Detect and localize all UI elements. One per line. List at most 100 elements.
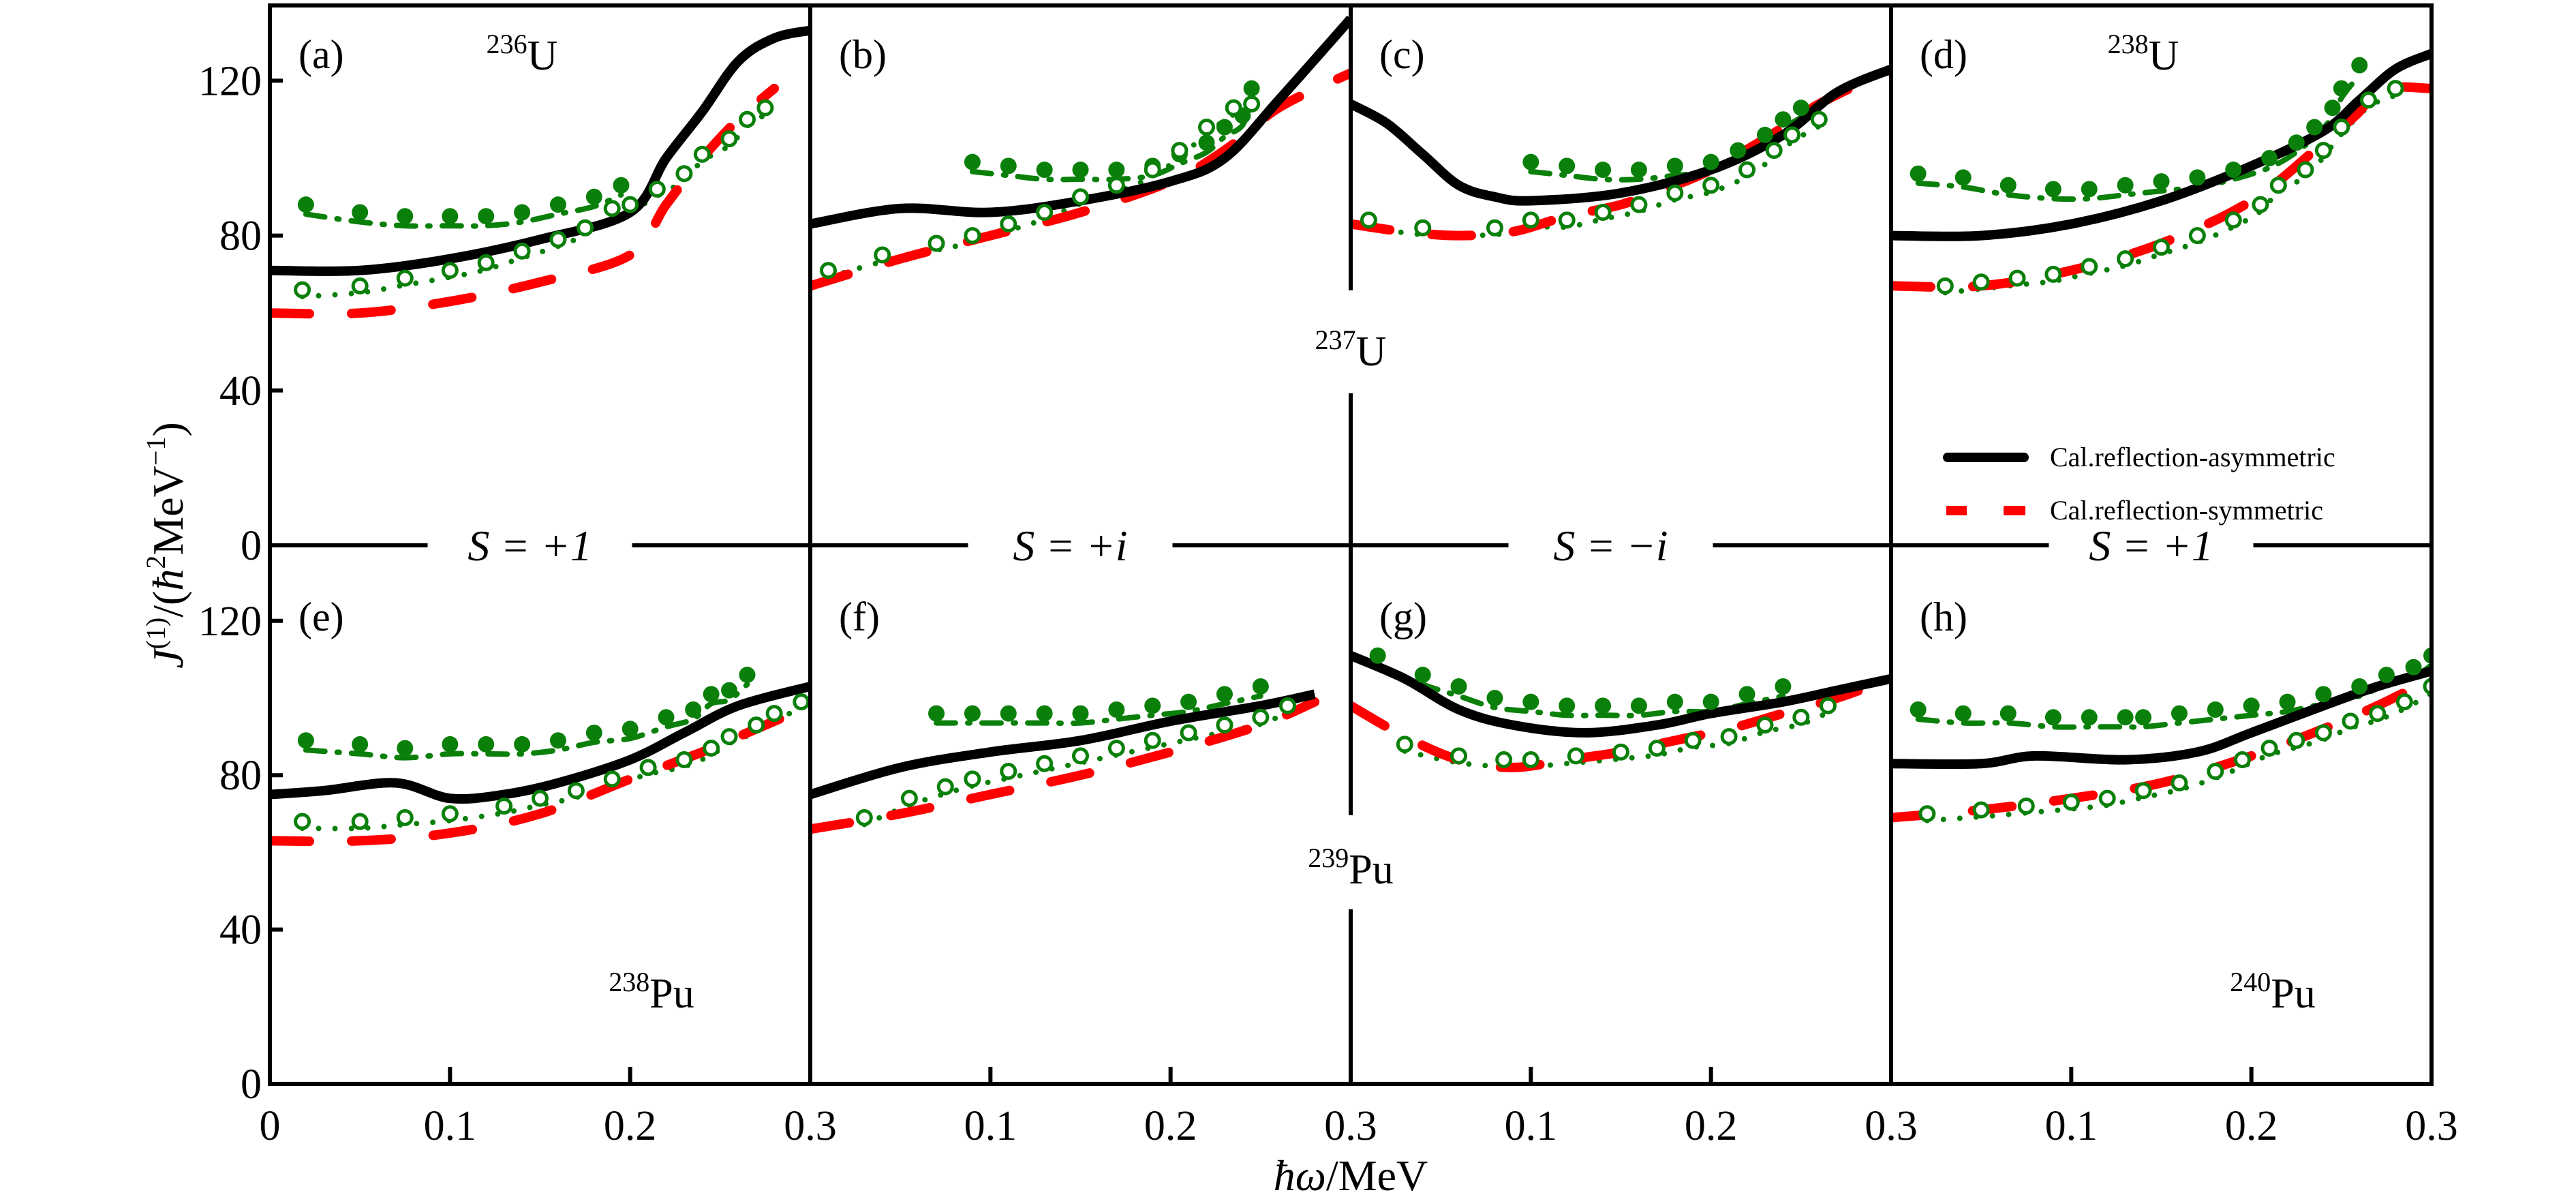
exp-open-point bbox=[513, 242, 531, 260]
nuclide-label: 238Pu bbox=[609, 967, 694, 1017]
exp-open-point bbox=[1450, 747, 1468, 765]
exp-filled-point bbox=[1775, 111, 1792, 128]
nuclide-symbol: U bbox=[2149, 33, 2179, 79]
x-axis-title-unit: /MeV bbox=[1326, 1151, 1428, 1197]
exp-open-point bbox=[639, 759, 657, 776]
exp-open-point bbox=[351, 277, 369, 294]
exp-open-point bbox=[1036, 755, 1054, 772]
exp-filled-point bbox=[1414, 667, 1431, 684]
exp-open-point bbox=[1684, 731, 1702, 749]
exp-filled-point bbox=[2279, 693, 2296, 710]
exp-filled-point bbox=[1595, 162, 1612, 179]
exp-filled-point bbox=[1369, 647, 1386, 664]
exp-open-point bbox=[1486, 219, 1503, 237]
exp-open-point bbox=[1558, 211, 1576, 229]
x-axis-title: ħω/MeV bbox=[1274, 1151, 1428, 1197]
exp-filled-point bbox=[442, 208, 459, 225]
y-axis-title-order: (1) bbox=[140, 618, 171, 650]
panel-label: (h) bbox=[1920, 594, 1967, 639]
panel-plot-area bbox=[1891, 49, 2432, 296]
exp-filled-point bbox=[1036, 705, 1053, 722]
y-axis-title-unit: MeV bbox=[144, 466, 192, 556]
exp-open-point bbox=[900, 789, 918, 807]
nuclide-symbol: Pu bbox=[1349, 847, 1393, 893]
axes-frame bbox=[268, 3, 2434, 1086]
exp-filled-guide-line bbox=[934, 693, 1263, 727]
panel-label: (b) bbox=[839, 32, 887, 77]
exp-filled-point bbox=[1243, 80, 1260, 97]
exp-open-point bbox=[2207, 763, 2224, 781]
exp-filled-point bbox=[2171, 705, 2188, 722]
signature-label: S = +1 bbox=[2089, 521, 2213, 570]
panel-plot-area bbox=[1351, 64, 1891, 241]
exp-filled-point bbox=[622, 721, 639, 738]
exp-filled-point bbox=[739, 667, 756, 684]
exp-open-point bbox=[748, 716, 765, 734]
exp-open-point bbox=[1144, 161, 1161, 179]
exp-filled-point bbox=[2324, 100, 2341, 117]
exp-filled-point bbox=[1000, 705, 1017, 722]
exp-filled-point bbox=[352, 204, 369, 221]
nuclide-mass: 237 bbox=[1315, 324, 1356, 355]
exp-open-point bbox=[1810, 110, 1828, 128]
exp-open-guide-line bbox=[299, 112, 768, 300]
exp-open-point bbox=[2333, 119, 2350, 136]
exp-open-point bbox=[1567, 747, 1584, 765]
exp-open-point bbox=[1144, 731, 1161, 749]
exp-open-point bbox=[720, 130, 738, 148]
symmetric-curve bbox=[810, 697, 1320, 834]
exp-filled-point bbox=[2117, 177, 2134, 194]
exp-filled-point bbox=[478, 736, 495, 753]
exp-open-point bbox=[1072, 188, 1089, 206]
exp-open-point bbox=[964, 227, 981, 245]
exp-open-point bbox=[1198, 119, 1216, 136]
exp-filled-point bbox=[585, 188, 602, 205]
nuclide-mass: 239 bbox=[1308, 843, 1349, 873]
exp-open-point bbox=[1360, 211, 1377, 229]
y-axis-title: J(1)/(ħ2MeV−1) bbox=[140, 422, 192, 669]
x-tick-label: 0.1 bbox=[1505, 1103, 1558, 1149]
exp-open-point bbox=[1072, 747, 1089, 765]
exp-open-guide-line bbox=[1366, 123, 1822, 239]
exp-open-point bbox=[1612, 743, 1629, 761]
exp-filled-point bbox=[964, 705, 981, 722]
exp-open-point bbox=[532, 789, 549, 807]
panel-c bbox=[1351, 64, 1891, 241]
x-tick-label: 0.1 bbox=[964, 1103, 1017, 1149]
exp-filled-point bbox=[1072, 705, 1089, 722]
legend: Cal.reflection-asymmetric Cal.reflection… bbox=[1943, 442, 2335, 526]
x-tick-label: 0.2 bbox=[1685, 1103, 1738, 1149]
y-tick-label: 40 bbox=[219, 368, 262, 414]
exp-open-point bbox=[1756, 716, 1774, 734]
asymmetric-curve bbox=[810, 15, 1351, 229]
exp-open-point bbox=[855, 808, 873, 826]
exp-open-point bbox=[1666, 184, 1684, 202]
exp-filled-point bbox=[1000, 157, 1017, 175]
nuclide-mass: 240 bbox=[2230, 967, 2271, 997]
panel-label: (d) bbox=[1920, 32, 1967, 77]
exp-open-point bbox=[567, 782, 585, 800]
exp-open-point bbox=[675, 751, 693, 769]
exp-open-point bbox=[2171, 774, 2188, 792]
y-tick-label: 120 bbox=[198, 598, 262, 645]
exp-open-point bbox=[1000, 763, 1017, 781]
exp-open-point bbox=[1396, 736, 1413, 753]
panel-b bbox=[810, 15, 1351, 291]
exp-open-point bbox=[2269, 177, 2287, 194]
exp-open-point bbox=[294, 281, 311, 299]
exp-open-point bbox=[1225, 99, 1242, 117]
exp-filled-point bbox=[658, 709, 675, 726]
nuclide-symbol: U bbox=[527, 33, 558, 79]
signature-label: S = +1 bbox=[467, 521, 592, 570]
symmetric-curve bbox=[1351, 64, 1891, 241]
exp-open-point bbox=[441, 805, 459, 823]
exp-open-point bbox=[603, 200, 621, 217]
exp-open-point bbox=[1648, 740, 1666, 757]
exp-filled-point bbox=[1630, 162, 1647, 179]
panel-label: (e) bbox=[298, 594, 344, 639]
exp-open-point bbox=[1819, 697, 1837, 714]
exp-open-point bbox=[1594, 204, 1612, 222]
y-axis-title-close: ) bbox=[144, 422, 192, 436]
exp-open-point bbox=[1107, 177, 1125, 194]
exp-open-point bbox=[2188, 227, 2206, 245]
